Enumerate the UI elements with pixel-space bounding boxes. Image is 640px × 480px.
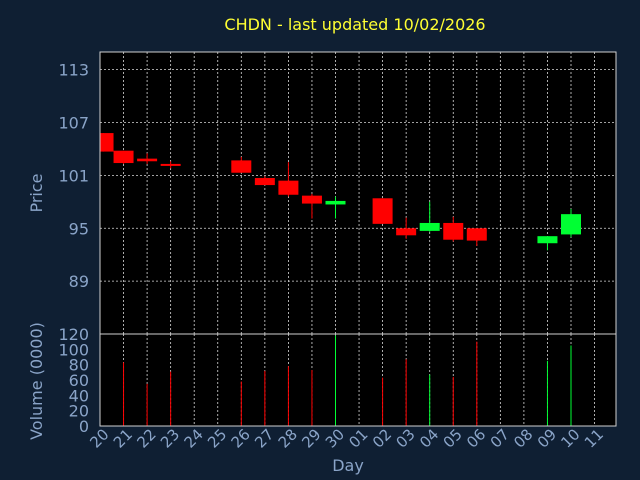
- day-tick-label: 03: [392, 425, 418, 451]
- price-tick-labels: 89 95 101 107 113: [58, 61, 89, 292]
- day-tick-label: 04: [416, 425, 442, 451]
- candle-body: [301, 195, 322, 204]
- volume-tick-label: 100: [58, 340, 89, 359]
- day-tick-label: 29: [298, 425, 324, 451]
- candle-body: [561, 214, 581, 235]
- day-tick-label: 01: [345, 425, 371, 451]
- day-tick-label: 22: [133, 425, 159, 451]
- candle-body: [325, 200, 346, 205]
- day-tick-label: 09: [534, 425, 560, 451]
- day-tick-label: 24: [181, 425, 207, 451]
- candle-body: [443, 222, 464, 240]
- day-tick-label: 20: [86, 425, 112, 451]
- candle-body: [231, 160, 252, 173]
- volume-tick-label: 60: [69, 371, 89, 390]
- candle-body: [537, 236, 558, 244]
- day-tick-label: 23: [157, 425, 183, 451]
- candle-body: [278, 180, 299, 195]
- day-tick-label: 30: [322, 425, 348, 451]
- price-candles: [100, 133, 581, 251]
- price-panel: [100, 52, 616, 334]
- day-tick-label: 28: [275, 425, 301, 451]
- price-tick-label: 113: [58, 61, 89, 80]
- volume-tick-label: 40: [69, 386, 89, 405]
- candle-body: [419, 222, 440, 231]
- day-tick-label: 27: [251, 425, 277, 451]
- day-tick-label: 21: [110, 425, 136, 451]
- volume-tick-label: 120: [58, 325, 89, 344]
- volume-tick-label: 0: [79, 417, 89, 436]
- price-axis-label: Price: [27, 173, 46, 212]
- day-tick-label: 11: [581, 425, 607, 451]
- volume-panel: [100, 334, 616, 426]
- candle-body: [396, 228, 417, 236]
- day-tick-label: 25: [204, 425, 230, 451]
- day-tick-label: 10: [557, 425, 583, 451]
- volume-tick-label: 80: [69, 356, 89, 375]
- day-tick-label: 07: [487, 425, 513, 451]
- volume-axis-label: Volume (0000): [27, 322, 46, 440]
- candle-body: [100, 133, 114, 152]
- day-tick-label: 08: [510, 425, 536, 451]
- day-tick-label: 06: [463, 425, 489, 451]
- candle-body: [254, 178, 275, 186]
- day-tick-label: 02: [369, 425, 395, 451]
- volume-tick-label: 20: [69, 402, 89, 421]
- price-tick-label: 95: [69, 219, 89, 238]
- candle-body: [137, 158, 158, 162]
- day-tick-labels: 2021222324252627282930010203040506070809…: [86, 425, 607, 451]
- volume-bars: [123, 335, 572, 426]
- candle-body: [160, 163, 181, 166]
- chart-title: CHDN - last updated 10/02/2026: [224, 15, 485, 34]
- price-tick-label: 89: [69, 272, 89, 291]
- candle-body: [113, 150, 134, 164]
- day-tick-label: 05: [440, 425, 466, 451]
- day-axis-label: Day: [332, 456, 364, 475]
- volume-panel-frame: [99, 333, 617, 427]
- price-tick-label: 107: [58, 114, 89, 133]
- candle-body: [466, 228, 487, 241]
- day-tick-label: 26: [228, 425, 254, 451]
- price-tick-label: 101: [58, 166, 89, 185]
- candle-body: [372, 198, 393, 224]
